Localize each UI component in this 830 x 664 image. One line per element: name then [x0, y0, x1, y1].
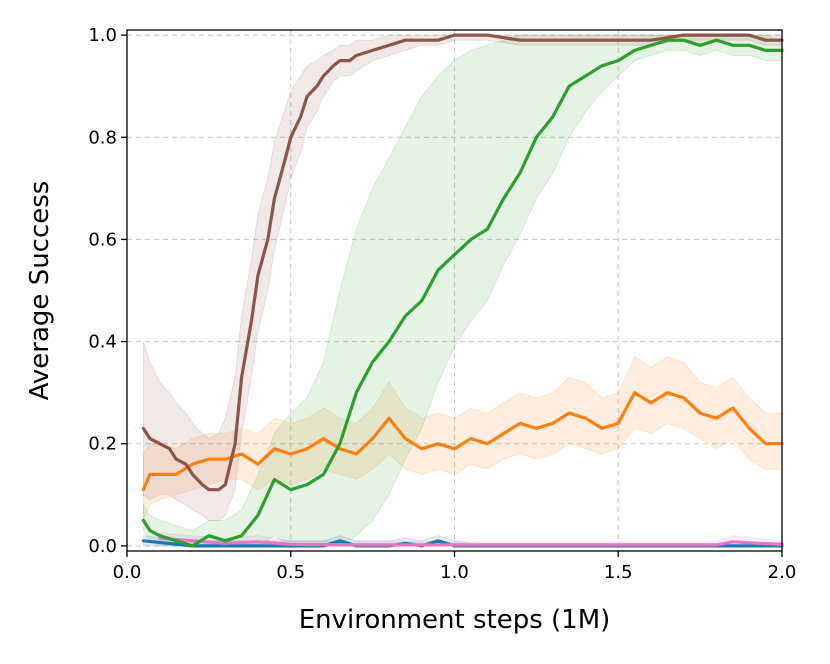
- y-axis: 0.0 0.2 0.4 0.6 0.8 1.0: [88, 25, 127, 557]
- y-axis-title: Average Success: [25, 181, 55, 401]
- x-tick-label: 1.0: [440, 562, 469, 583]
- series-lines: [141, 33, 784, 548]
- x-axis: 0.0 0.5 1.0 1.5 2.0: [113, 551, 797, 583]
- x-tick-label: 2.0: [768, 562, 797, 583]
- y-tick-label: 1.0: [88, 25, 117, 46]
- series-2-line: [141, 391, 784, 492]
- y-tick-label: 0.8: [88, 127, 117, 148]
- y-tick-label: 0.4: [88, 332, 117, 353]
- x-tick-label: 0.0: [113, 562, 142, 583]
- x-axis-title: Environment steps (1M): [299, 605, 611, 635]
- series-4-line: [141, 33, 784, 492]
- x-tick-label: 1.5: [604, 562, 633, 583]
- series-1-line: [158, 536, 784, 547]
- y-tick-label: 0.0: [88, 536, 117, 557]
- x-tick-label: 0.5: [276, 562, 305, 583]
- series-3-line: [141, 38, 784, 548]
- y-tick-label: 0.2: [88, 434, 117, 455]
- confidence-bands: [143, 34, 783, 547]
- y-tick-label: 0.6: [88, 229, 117, 250]
